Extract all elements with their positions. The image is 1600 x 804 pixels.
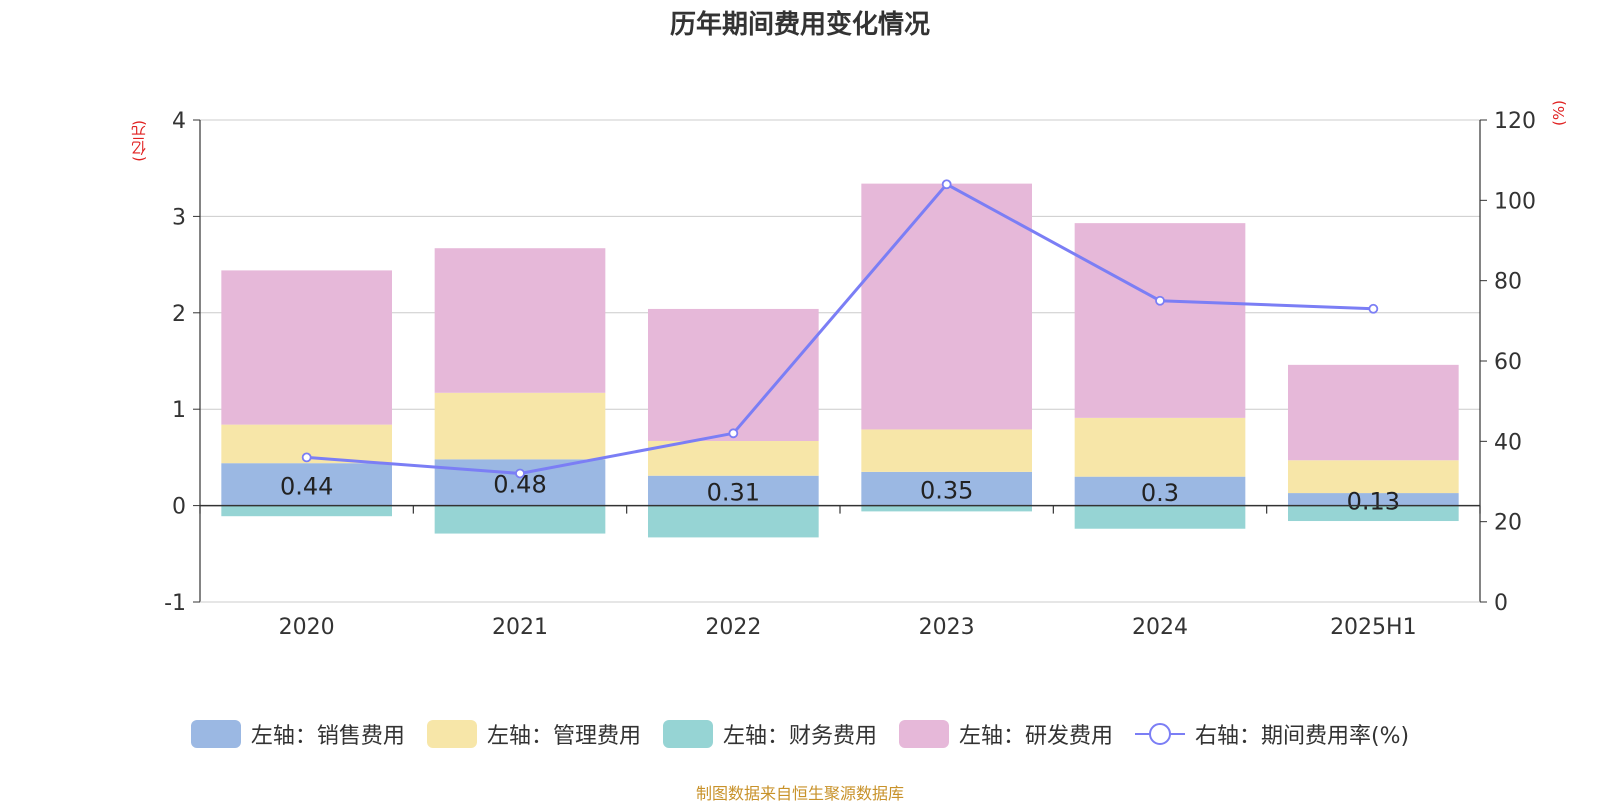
legend-swatch-finance	[662, 720, 713, 748]
bar-data-label: 0.35	[920, 477, 973, 505]
bar-data-label: 0.3	[1141, 479, 1179, 507]
expense-ratio-line	[306, 182, 1374, 475]
bar-rnd	[861, 183, 1032, 430]
bar-rnd	[648, 308, 819, 442]
bar-sales	[861, 471, 1032, 506]
chart-title: 历年期间费用变化情况	[669, 10, 930, 40]
right-tick-label: 0	[1494, 591, 1508, 616]
left-tick-label: 1	[172, 398, 186, 423]
legend-label-finance: 左轴：财务费用	[722, 724, 877, 749]
x-tick-label: 2023	[919, 615, 975, 640]
right-tick-label: 40	[1494, 430, 1522, 455]
bar-finance	[221, 505, 392, 517]
bar-data-label: 0.44	[280, 472, 333, 500]
x-tick-label: 2024	[1132, 615, 1188, 640]
right-tick-label: 80	[1494, 270, 1522, 295]
legend: 左轴：销售费用 左轴：管理费用 左轴：财务费用 左轴：研发费用 右轴：期间费用率…	[0, 718, 1600, 750]
legend-swatch-rnd	[898, 720, 949, 748]
bar-sales	[1074, 476, 1246, 506]
bar-admin	[861, 429, 1032, 472]
source-note: 制图数据来自恒生聚源数据库	[695, 784, 904, 803]
x-tick-label: 2022	[705, 615, 761, 640]
x-tick-label: 2020	[279, 615, 335, 640]
legend-item-sales[interactable]: 左轴：销售费用	[190, 718, 405, 750]
bar-admin	[648, 441, 819, 476]
expense-ratio-point	[1368, 303, 1379, 314]
right-tick-label: 60	[1494, 350, 1522, 375]
bar-admin	[1288, 460, 1459, 494]
bar-data-label: 0.13	[1347, 487, 1400, 515]
expense-ratio-point	[515, 468, 525, 479]
legend-item-finance[interactable]: 左轴：财务费用	[662, 718, 877, 750]
x-tick-label: 2021	[492, 615, 548, 640]
expense-ratio-point	[301, 452, 312, 463]
left-tick-label: 4	[172, 109, 186, 134]
legend-label-admin: 左轴：管理费用	[486, 724, 641, 749]
x-tick-label: 2025H1	[1330, 615, 1417, 640]
right-tick-label: 20	[1494, 511, 1522, 536]
bar-sales	[1288, 493, 1459, 506]
bar-rnd	[221, 270, 392, 425]
expense-ratio-point	[1155, 295, 1165, 306]
legend-label-sales: 左轴：销售费用	[250, 724, 405, 749]
legend-item-admin[interactable]: 左轴：管理费用	[426, 718, 641, 750]
left-tick-label: 0	[172, 495, 186, 520]
bar-finance	[861, 505, 1032, 512]
bar-data-label: 0.31	[707, 479, 760, 507]
bar-finance	[648, 505, 819, 538]
legend-item-rnd[interactable]: 左轴：研发费用	[898, 718, 1113, 750]
bar-admin	[1074, 417, 1246, 477]
legend-swatch-sales	[190, 720, 241, 748]
bar-finance	[434, 505, 606, 534]
bar-sales	[221, 463, 392, 506]
legend-swatch-admin	[426, 720, 477, 748]
bar-admin	[434, 392, 606, 460]
bar-finance	[1074, 505, 1246, 529]
expense-ratio-point	[728, 428, 739, 439]
left-tick-label: 3	[172, 205, 186, 230]
bar-rnd	[1288, 364, 1459, 461]
left-tick-label: 2	[172, 302, 186, 327]
expense-ratio-point	[941, 179, 952, 190]
bar-rnd	[1074, 223, 1246, 418]
legend-item-expense-ratio[interactable]: 右轴：期间费用率(%)	[1134, 718, 1410, 750]
bar-sales	[648, 475, 819, 506]
legend-swatch-expense-ratio	[1134, 720, 1185, 748]
left-tick-label: -1	[164, 591, 186, 616]
legend-label-rnd: 左轴：研发费用	[958, 724, 1113, 749]
right-tick-label: 120	[1494, 109, 1536, 134]
legend-label-expense-ratio: 右轴：期间费用率(%)	[1194, 724, 1410, 749]
right-tick-label: 100	[1494, 189, 1536, 214]
bar-rnd	[434, 248, 606, 393]
bar-finance	[1288, 505, 1459, 522]
bar-sales	[434, 459, 606, 506]
